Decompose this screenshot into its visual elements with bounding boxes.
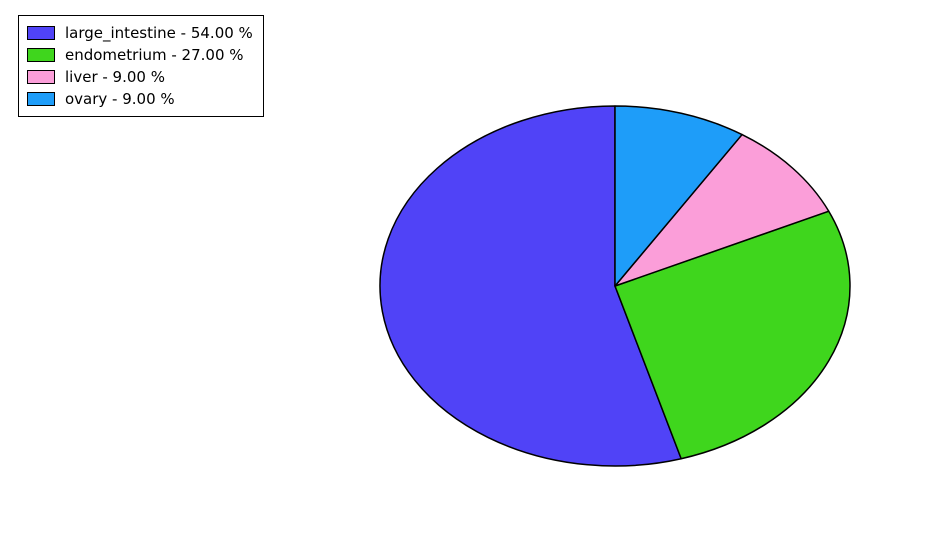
pie-chart (0, 0, 939, 538)
